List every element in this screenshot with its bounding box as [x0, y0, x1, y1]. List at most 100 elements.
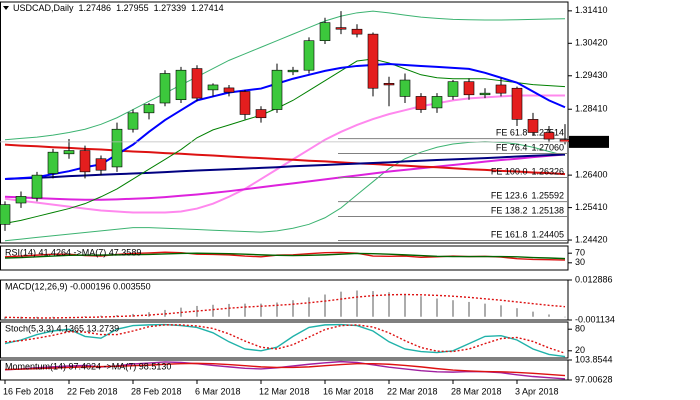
x-tick-label: 22 Feb 2018	[67, 386, 118, 396]
x-tick-label: 16 Mar 2018	[323, 386, 374, 396]
indicator-label: RSI(14) 41.4264 ->MA(7) 47.3589	[5, 247, 141, 257]
x-tick-label: 6 Mar 2018	[195, 386, 241, 396]
candle-body	[271, 69, 283, 110]
ma-line	[4, 10, 566, 141]
candle-body	[383, 83, 395, 86]
panel-frame	[0, 321, 569, 359]
indicator-label: Stoch(5,3,3) 4.1365 13.2739	[5, 323, 119, 333]
y-tick-label: 1.25410	[575, 202, 608, 212]
candle-body	[15, 196, 27, 204]
fib-label: FE 123.6 1.25592	[491, 191, 564, 201]
candle-body	[335, 27, 347, 30]
y-tick-label: 1.30420	[575, 38, 608, 48]
candle-body	[287, 69, 299, 73]
header-high: 1.27955	[116, 3, 149, 13]
candle-body	[31, 174, 43, 199]
y-tick-label: 1.28410	[575, 104, 608, 114]
header: USDCAD,Daily 1.27486 1.27955 1.27339 1.27414	[13, 3, 224, 13]
candle-body	[143, 104, 155, 114]
fib-name: FE 76.4	[496, 143, 528, 153]
ma-line	[4, 94, 565, 214]
fib-value: 1.26326	[531, 167, 564, 177]
x-tick-label: 22 Mar 2018	[387, 386, 438, 396]
panel-frame	[0, 359, 569, 381]
candle-body	[303, 40, 315, 71]
fib-name: FE 138.2	[491, 206, 528, 216]
fib-name: FE 161.8	[491, 230, 528, 240]
indicator-label: Momentum(14) 97.4024 ->MA(7) 98.5130	[5, 361, 171, 371]
candle-body	[479, 92, 491, 96]
candle-body	[431, 96, 443, 109]
y-tick-label: 1.26400	[575, 170, 608, 180]
candle-body	[367, 33, 379, 89]
y-tick-label: 1.24420	[575, 234, 608, 244]
candle-body	[0, 204, 11, 225]
candle-body	[511, 87, 523, 120]
y-tick-label: 20	[575, 345, 585, 355]
candle-body	[255, 109, 267, 119]
y-tick-label: 1.31410	[575, 5, 608, 15]
ma-line	[4, 58, 566, 224]
fib-name: FE 61.8	[496, 128, 528, 138]
candle-body	[127, 112, 139, 130]
candle-body	[415, 96, 427, 110]
ma-line	[4, 143, 566, 176]
indicator-line	[4, 323, 566, 358]
candle-body	[175, 69, 187, 101]
x-tick-label: 16 Feb 2018	[3, 386, 54, 396]
panel-frame	[0, 245, 569, 271]
candle-body	[495, 84, 507, 94]
candle-body	[223, 87, 235, 93]
x-tick-label: 3 Apr 2018	[515, 386, 559, 396]
fib-value: 1.27060	[531, 143, 564, 153]
fib-name: FE 123.6	[491, 191, 528, 201]
indicator-line	[4, 252, 566, 260]
y-tick-label: 97.00628	[575, 374, 613, 384]
candle-body	[79, 150, 91, 173]
candle-body	[527, 119, 539, 133]
candle-body	[207, 84, 219, 91]
candle-body	[239, 91, 251, 115]
candle-body	[351, 28, 363, 35]
header-close: 1.27414	[191, 3, 224, 13]
fib-label: FE 76.4 1.27060	[496, 143, 564, 153]
symbol: USDCAD,Daily	[13, 3, 74, 13]
candle-body	[447, 81, 459, 97]
fib-name: FE 100.0	[491, 167, 528, 177]
x-tick-label: 12 Mar 2018	[259, 386, 310, 396]
y-tick-label: -0.001134	[575, 314, 615, 324]
candle-body	[47, 151, 59, 174]
candle-body	[543, 132, 555, 140]
candle-body	[95, 158, 107, 171]
candle-body	[111, 128, 123, 168]
fib-value: 1.25592	[531, 191, 564, 201]
ma-line	[4, 153, 566, 201]
indicator-line	[4, 293, 566, 319]
y-tick-label: 1.29430	[575, 70, 608, 80]
indicator-line	[4, 362, 566, 377]
candle-body	[159, 73, 171, 104]
header-open: 1.27486	[79, 3, 112, 13]
ma-line	[4, 153, 566, 181]
y-tick-label: 80	[575, 324, 585, 334]
header-icon	[3, 6, 9, 10]
candle-body	[63, 150, 75, 155]
panel-frame	[0, 1, 569, 244]
header-low: 1.27339	[154, 3, 187, 13]
candle-body	[463, 81, 475, 96]
current-price-label: 1.27414	[575, 136, 608, 146]
x-tick-label: 28 Mar 2018	[451, 386, 502, 396]
y-tick-label: 30	[575, 257, 585, 267]
fib-label: FE 161.8 1.24405	[491, 230, 564, 240]
fib-label: FE 138.2 1.25138	[491, 206, 564, 216]
x-tick-label: 28 Feb 2018	[131, 386, 182, 396]
y-tick-label: 103.8544	[575, 354, 613, 364]
candle-body	[319, 22, 331, 41]
fib-value: 1.24405	[531, 230, 564, 240]
fib-label: FE 100.0 1.26326	[491, 167, 564, 177]
fib-value: 1.25138	[531, 206, 564, 216]
y-tick-label: 70	[575, 248, 585, 258]
panel-frame	[0, 279, 569, 321]
current-price-box	[569, 135, 609, 148]
